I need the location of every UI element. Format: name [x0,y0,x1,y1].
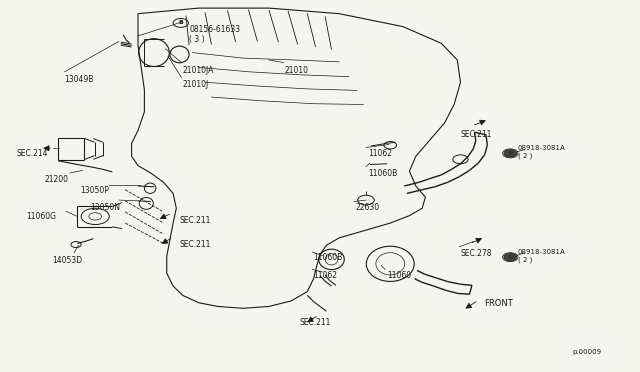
Text: SEC.211: SEC.211 [179,216,211,225]
Text: 13050P: 13050P [81,186,109,195]
Text: SEC.214: SEC.214 [17,149,48,158]
Text: SEC.278: SEC.278 [461,249,492,258]
Text: 11060B: 11060B [368,169,397,178]
Text: 08918-3081A
( 2 ): 08918-3081A ( 2 ) [518,249,566,263]
Text: 11062: 11062 [314,271,338,280]
Text: B: B [179,20,183,25]
Text: 08156-61633
( 3 ): 08156-61633 ( 3 ) [189,25,240,44]
Circle shape [504,150,516,157]
Text: SEC.211: SEC.211 [461,131,492,140]
Text: 08918-3081A
( 2 ): 08918-3081A ( 2 ) [518,145,566,159]
Text: 13049B: 13049B [65,75,94,84]
Text: N: N [508,151,512,156]
Text: p.00009: p.00009 [572,349,602,355]
Text: 11060B: 11060B [314,253,343,262]
Text: 14053D: 14053D [52,256,82,265]
Text: 22630: 22630 [355,203,380,212]
Text: 21010J: 21010J [182,80,209,89]
Text: SEC.211: SEC.211 [179,240,211,249]
Text: 11062: 11062 [368,149,392,158]
Text: 21010JA: 21010JA [182,65,214,74]
Text: 13050N: 13050N [90,203,120,212]
Text: 11060G: 11060G [26,212,56,221]
Text: 21010: 21010 [285,65,309,74]
Text: 21200: 21200 [44,175,68,184]
Text: SEC.211: SEC.211 [300,318,331,327]
Text: N: N [508,255,512,260]
Text: FRONT: FRONT [484,299,513,308]
Circle shape [504,253,516,261]
Text: 11060: 11060 [387,271,411,280]
